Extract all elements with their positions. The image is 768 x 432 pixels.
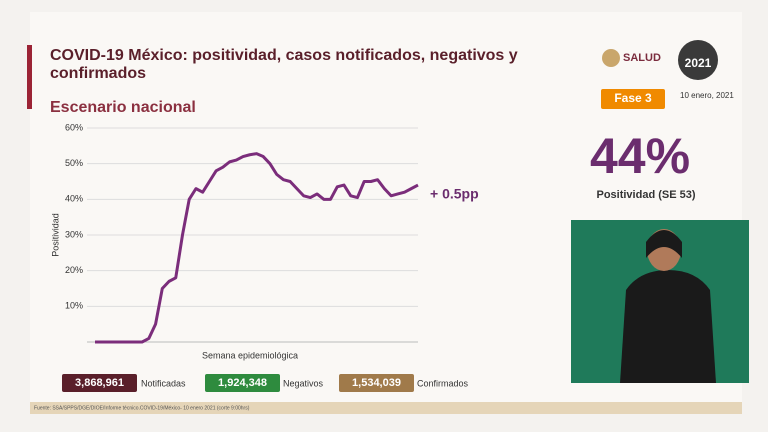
y-tick-label: 30%	[65, 229, 83, 239]
date: 10 enero, 2021	[680, 91, 734, 100]
y-tick-label: 10%	[65, 301, 83, 311]
signer-hair	[646, 230, 682, 258]
stat-value: 1,924,348	[218, 377, 267, 389]
stat-value: 3,868,961	[75, 377, 124, 389]
stat-box	[62, 374, 137, 392]
stat-box	[339, 374, 414, 392]
stat-label: Confirmados	[417, 378, 469, 388]
year-badge: 2021	[685, 56, 712, 70]
stat-label: Notificadas	[141, 378, 186, 388]
y-axis-label: Positividad	[50, 213, 60, 257]
logo-text: SALUD	[623, 52, 661, 64]
logo-icon	[602, 49, 620, 67]
stat-box	[205, 374, 280, 392]
y-tick-label: 60%	[65, 122, 83, 132]
line-series	[95, 152, 419, 344]
footer-bar	[30, 402, 742, 414]
subtitle: Escenario nacional	[50, 99, 196, 116]
stat-label: Negativos	[283, 378, 324, 388]
title-line: COVID-19 México: positividad, casos noti…	[50, 47, 518, 82]
y-tick-label: 50%	[65, 158, 83, 168]
year-badge-bg	[678, 40, 718, 80]
kpi-value: 44%	[590, 128, 690, 184]
y-tick-label: 20%	[65, 265, 83, 275]
annotation: + 0.5pp	[430, 186, 479, 202]
video	[571, 220, 749, 383]
signer-body	[620, 270, 716, 383]
stat-value: 1,534,039	[352, 377, 401, 389]
y-tick-label: 40%	[65, 194, 83, 204]
footer: Fuente: SSA/SPPS/DGE/DIOE/Informe técnic…	[34, 405, 250, 411]
phase-box	[601, 89, 665, 109]
kpi-label: Positividad (SE 53)	[596, 189, 695, 201]
x-axis-label: Semana epidemiológica	[202, 350, 298, 360]
accent-bar	[27, 45, 32, 109]
phase: Fase 3	[614, 91, 652, 105]
